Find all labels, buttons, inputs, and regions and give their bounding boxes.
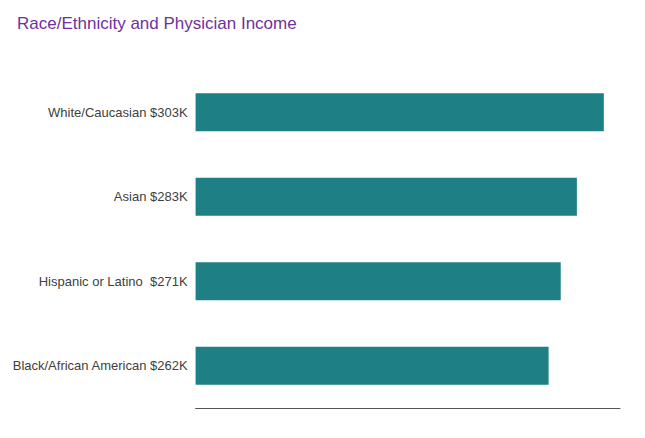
svg-text:Black/African American $262K: Black/African American $262K: [13, 358, 188, 373]
svg-text:Race/Ethnicity and Physician I: Race/Ethnicity and Physician Income: [17, 14, 297, 33]
svg-text:White/Caucasian $303K: White/Caucasian $303K: [48, 105, 188, 120]
svg-text:Hispanic or Latino $271K: Hispanic or Latino $271K: [39, 274, 188, 289]
svg-text:Asian $283K: Asian $283K: [114, 189, 188, 204]
